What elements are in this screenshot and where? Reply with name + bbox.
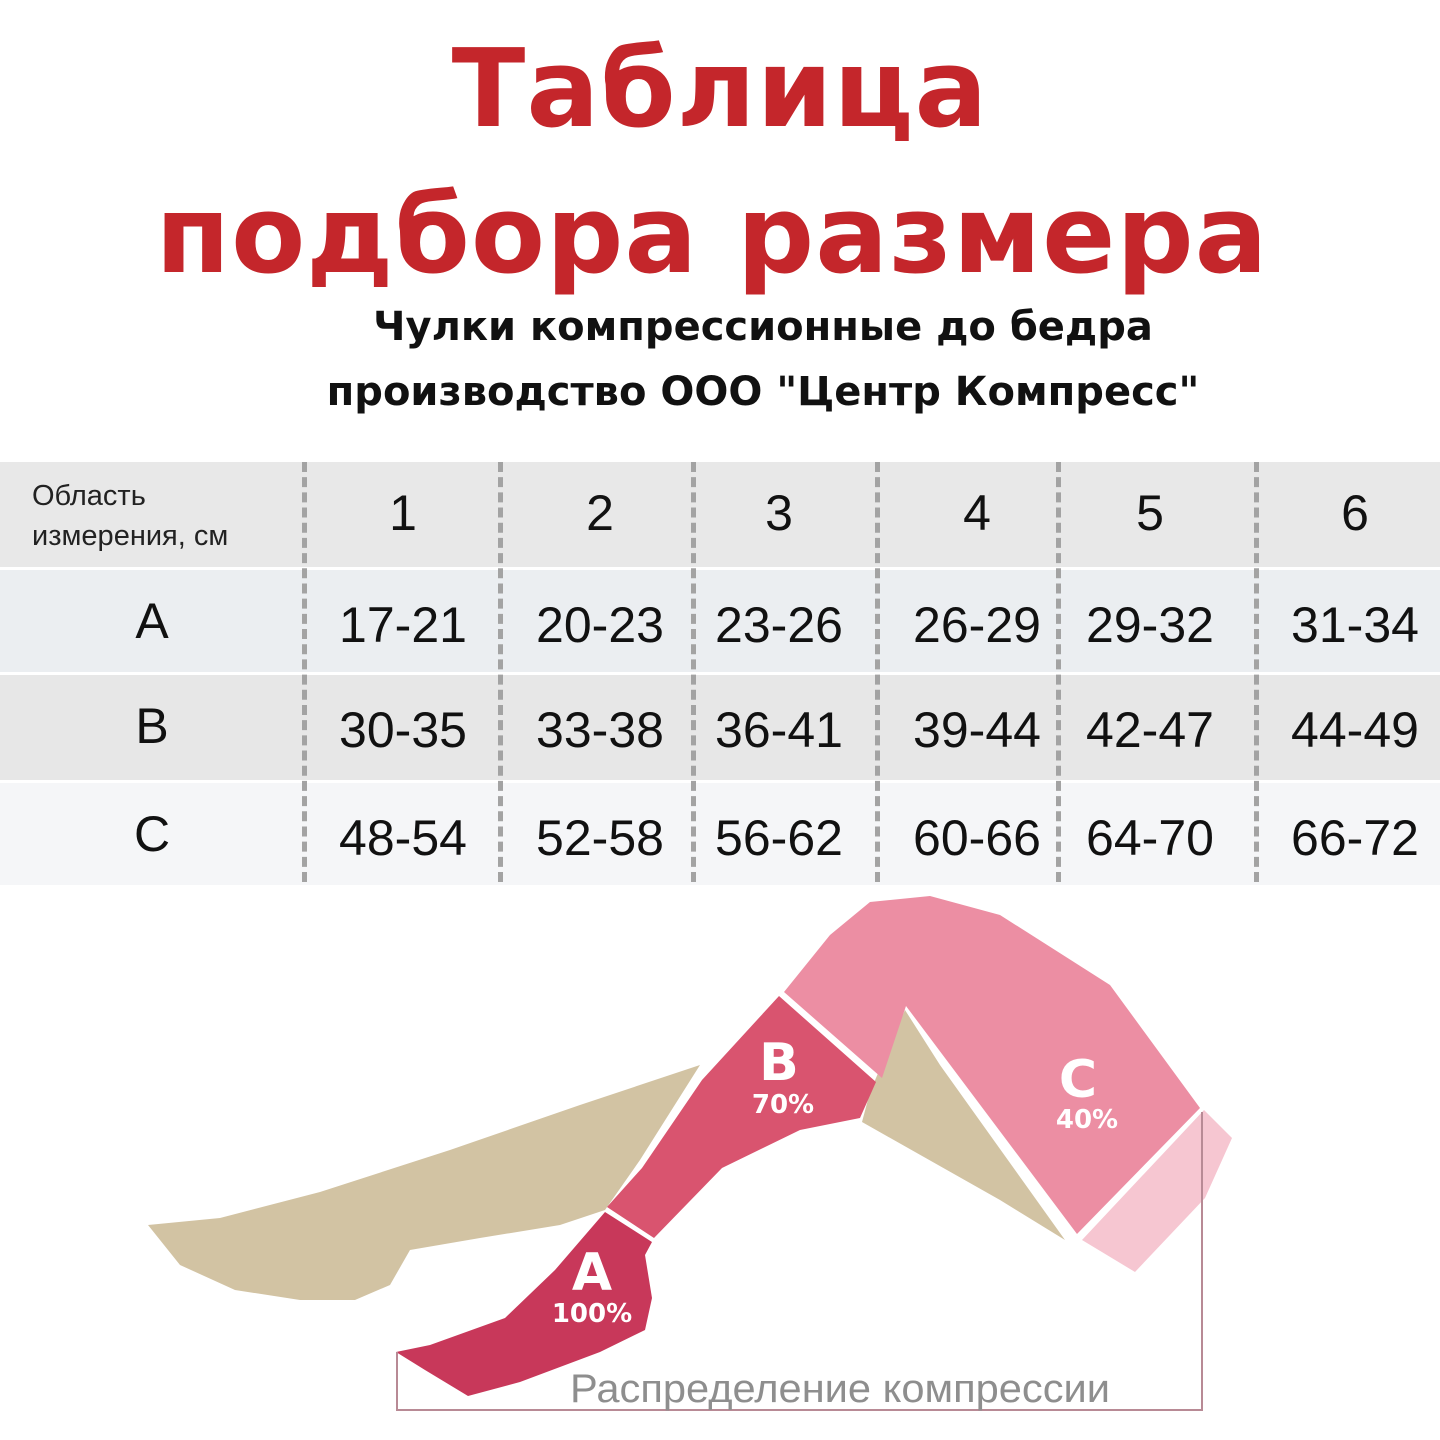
size-value: 42-47 bbox=[1086, 702, 1214, 758]
page-title-line1: Таблица bbox=[451, 27, 989, 152]
size-header: 5 bbox=[1136, 485, 1164, 541]
column-divider bbox=[1254, 462, 1259, 882]
back-leg bbox=[148, 1065, 700, 1300]
header-label-line1: Область bbox=[32, 480, 146, 512]
size-value: 30-35 bbox=[339, 702, 467, 758]
size-header: 2 bbox=[586, 485, 614, 541]
column-divider bbox=[302, 462, 307, 882]
zone-b-label: B bbox=[759, 1033, 799, 1093]
table-row bbox=[0, 675, 1440, 780]
size-value: 20-23 bbox=[536, 597, 664, 653]
column-divider bbox=[1056, 462, 1061, 882]
size-value: 33-38 bbox=[536, 702, 664, 758]
row-label: A bbox=[135, 593, 169, 649]
zone-a-percent: 100% bbox=[552, 1299, 632, 1329]
zone-b-percent: 70% bbox=[752, 1090, 814, 1120]
column-divider bbox=[875, 462, 880, 882]
size-header: 4 bbox=[963, 485, 991, 541]
table-header-row: Область измерения, см bbox=[0, 462, 1440, 567]
size-value: 64-70 bbox=[1086, 810, 1214, 866]
header-label-line2: измерения, см bbox=[32, 520, 229, 552]
row-label: B bbox=[135, 698, 169, 754]
size-value: 60-66 bbox=[913, 810, 1041, 866]
size-header: 3 bbox=[765, 485, 793, 541]
size-value: 23-26 bbox=[715, 597, 843, 653]
size-value: 36-41 bbox=[715, 702, 843, 758]
page-title-line2: подбора размера bbox=[155, 173, 1269, 298]
size-value: 56-62 bbox=[715, 810, 843, 866]
size-value: 48-54 bbox=[339, 810, 467, 866]
size-value: 44-49 bbox=[1291, 702, 1419, 758]
zone-c-label: C bbox=[1059, 1050, 1097, 1110]
zone-a bbox=[396, 1212, 652, 1396]
subtitle-line2: производство ООО "Центр Компресс" bbox=[326, 369, 1200, 415]
row-label: C bbox=[133, 806, 171, 862]
size-value: 52-58 bbox=[536, 810, 664, 866]
size-value: 29-32 bbox=[1086, 597, 1214, 653]
size-value: 31-34 bbox=[1291, 597, 1419, 653]
subtitle-line1: Чулки компрессионные до бедра bbox=[373, 304, 1153, 350]
zone-c-fade bbox=[1082, 1110, 1232, 1272]
zone-c bbox=[784, 896, 1200, 1234]
size-value: 66-72 bbox=[1291, 810, 1419, 866]
diagram-caption: Распределение компрессии bbox=[570, 1367, 1110, 1411]
zone-a-label: A bbox=[572, 1243, 612, 1303]
zone-c-percent: 40% bbox=[1056, 1105, 1118, 1135]
diagram-frame bbox=[396, 1112, 1203, 1411]
size-header: 1 bbox=[389, 485, 417, 541]
size-value: 17-21 bbox=[339, 597, 467, 653]
size-header: 6 bbox=[1341, 485, 1369, 541]
table-row bbox=[0, 570, 1440, 672]
size-value: 39-44 bbox=[913, 702, 1041, 758]
table-row bbox=[0, 783, 1440, 885]
knee-skin bbox=[862, 1010, 1065, 1240]
size-value: 26-29 bbox=[913, 597, 1041, 653]
header-label: Область измерения, см bbox=[32, 476, 228, 556]
column-divider bbox=[691, 462, 696, 882]
column-divider bbox=[498, 462, 503, 882]
zone-b bbox=[607, 996, 876, 1238]
